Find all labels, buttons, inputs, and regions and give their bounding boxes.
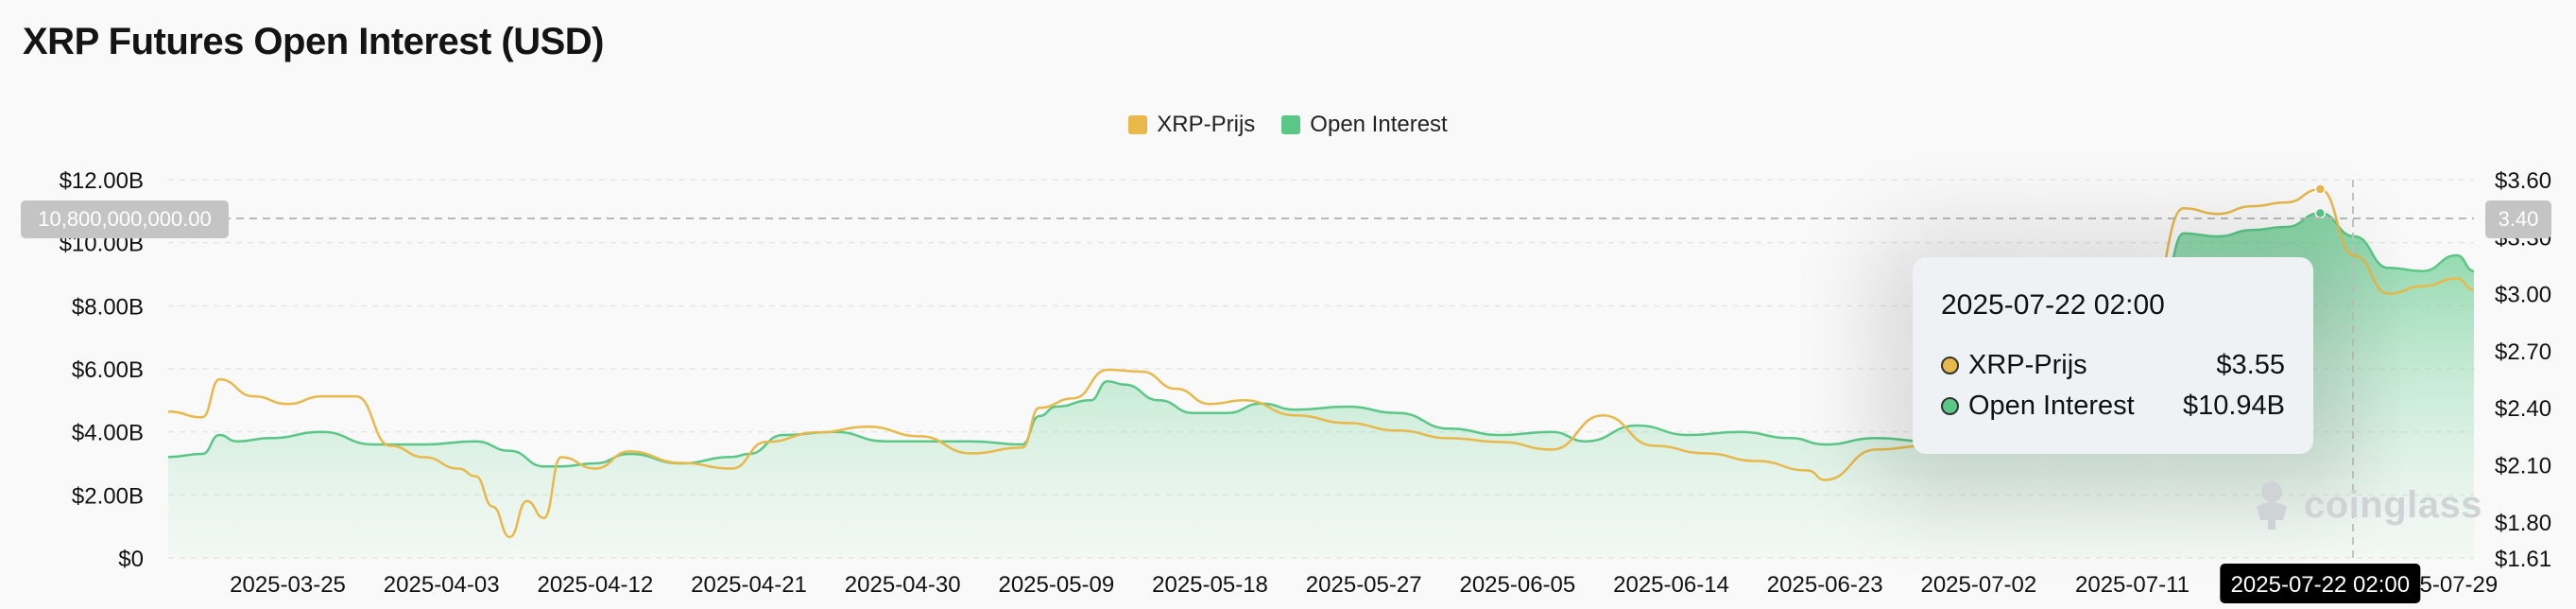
open-interest-hover-point: [2314, 207, 2327, 219]
crosshair-right-label-text: 3.40: [2499, 207, 2539, 231]
x-axis: 2025-03-25 2025-04-03 2025-04-12 2025-04-21…: [230, 564, 2498, 603]
y-right-tick-label: $3.00: [2495, 283, 2551, 308]
x-tick-label: 2025-05-27: [1306, 572, 1422, 598]
y-right-tick-label: $1.61: [2495, 547, 2551, 572]
crosshair: 10,800,000,000.00 3.40: [21, 180, 2551, 558]
crosshair-left-label: 10,800,000,000.00: [21, 200, 229, 238]
tooltip-dot-open-interest: [1941, 397, 1959, 415]
left-axis: $0$2.00B$4.00B$6.00B$8.00B$10.00B$12.00B: [60, 168, 144, 572]
y-left-tick-label: $8.00B: [72, 294, 144, 320]
x-tick-label: 2025-03-25: [230, 572, 346, 598]
x-tick-label: 2025-04-03: [384, 572, 500, 598]
tooltip-row-open-interest: Open Interest $10.94B: [1941, 391, 2285, 422]
y-right-tick-label: $2.40: [2495, 396, 2551, 422]
y-left-tick-label: $6.00B: [72, 357, 144, 383]
x-tick-label: 2025-04-21: [691, 572, 807, 598]
x-tick-label: 2025-06-23: [1767, 572, 1883, 598]
legend-label-open-interest: Open Interest: [1310, 112, 1448, 137]
x-tick-label: 2025-07-02: [1920, 572, 2036, 598]
y-right-tick-label: $2.70: [2495, 339, 2551, 365]
y-left-tick-label: $4.00B: [72, 421, 144, 446]
y-right-tick-label: $1.80: [2495, 511, 2551, 536]
legend-swatch-open-interest: [1281, 115, 1301, 134]
crosshair-left-label-text: 10,800,000,000.00: [38, 207, 212, 231]
legend-item-open-interest[interactable]: Open Interest: [1281, 112, 1448, 138]
tooltip-row-xrp-price: XRP-Prijs $3.55: [1941, 350, 2285, 381]
tooltip-value-xrp-price: $3.55: [2216, 350, 2285, 380]
crosshair-right-label: 3.40: [2485, 200, 2551, 238]
coinglass-watermark: coinglass: [2249, 478, 2482, 531]
x-tick-label: 2025-06-14: [1613, 572, 1729, 598]
legend-swatch-xrp-price: [1128, 115, 1148, 134]
x-tick-label: 2025-07-11: [2075, 572, 2190, 598]
legend-label-xrp-price: XRP-Prijs: [1157, 112, 1256, 137]
y-left-tick-label: $12.00B: [60, 168, 144, 194]
tooltip-value-open-interest: $10.94B: [2182, 391, 2285, 421]
xrp-price-hover-point: [2314, 183, 2327, 195]
y-right-tick-label: $2.10: [2495, 454, 2551, 479]
x-crosshair-label-bg: [2220, 564, 2421, 603]
x-crosshair-label: 2025-07-22 02:00: [2231, 572, 2411, 598]
y-left-tick-label: $0: [118, 547, 144, 572]
y-right-tick-label: $3.60: [2495, 168, 2551, 194]
chart-legend: XRP-Prijs Open Interest: [0, 112, 2576, 138]
coinglass-logo-icon: [2257, 481, 2287, 530]
y-left-tick-label: $2.00B: [72, 483, 144, 509]
tooltip-title: 2025-07-22 02:00: [1941, 289, 2165, 321]
x-tick-label: 2025-06-05: [1459, 572, 1575, 598]
x-tick-label: 2025-05-09: [998, 572, 1114, 598]
x-tick-label: 2025-05-18: [1152, 572, 1268, 598]
x-tick-label: 2025-04-30: [845, 572, 961, 598]
tooltip-label-xrp-price: XRP-Prijs: [1968, 350, 2087, 380]
chart-tooltip: 2025-07-22 02:00 XRP-Prijs $3.55 Open In…: [1913, 257, 2313, 454]
watermark-text: coinglass: [2304, 483, 2483, 526]
x-tick-label: 2025-04-12: [537, 572, 653, 598]
page-title: XRP Futures Open Interest (USD): [23, 21, 604, 62]
tooltip-dot-xrp-price: [1941, 357, 1959, 374]
tooltip-label-open-interest: Open Interest: [1968, 391, 2135, 421]
legend-item-xrp-price[interactable]: XRP-Prijs: [1128, 112, 1255, 138]
open-interest-area: [168, 213, 2474, 559]
